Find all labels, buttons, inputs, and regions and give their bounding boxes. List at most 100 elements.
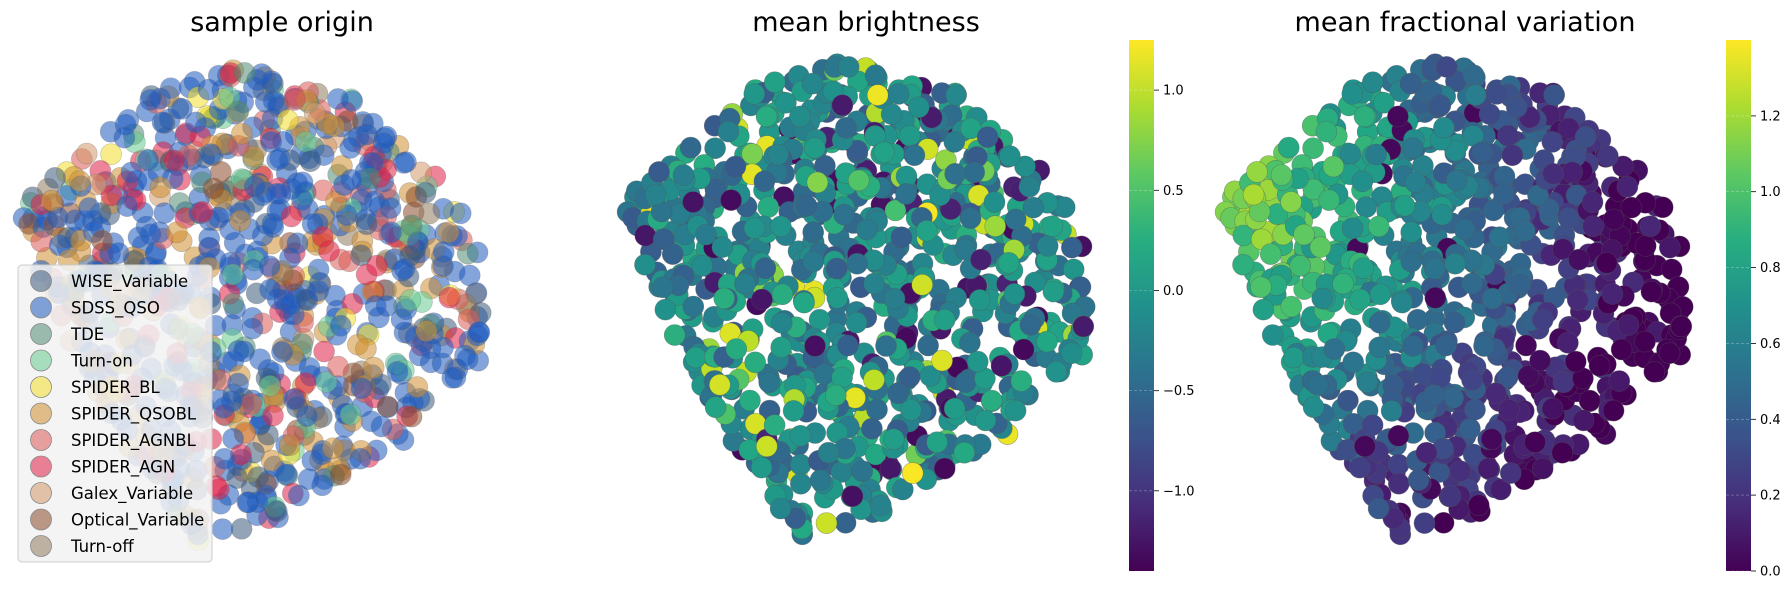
scatter-point	[242, 145, 265, 168]
scatter-point	[260, 70, 283, 93]
scatter-point	[1509, 273, 1531, 296]
scatter-point	[1459, 417, 1481, 440]
legend-label: SPIDER_AGNBL	[71, 431, 197, 451]
scatter-point	[959, 331, 981, 354]
scatter-point	[1501, 144, 1524, 166]
colorbar-tick-label: 0.0	[1760, 565, 1781, 580]
scatter-point	[1493, 183, 1515, 205]
scatter-point	[634, 253, 656, 276]
scatter-point	[1477, 457, 1500, 480]
scatter-point	[695, 223, 717, 246]
scatter-point	[789, 424, 812, 447]
scatter-point	[1400, 250, 1423, 273]
scatter-point	[372, 132, 395, 154]
scatter-point	[1524, 431, 1546, 454]
scatter-point	[275, 463, 298, 486]
scatter-point	[456, 348, 479, 371]
scatter-point	[1391, 291, 1413, 314]
scatter-point	[355, 213, 378, 236]
scatter-point	[1568, 248, 1590, 271]
scatter-point	[380, 221, 403, 244]
scatter-point	[1280, 295, 1303, 318]
scatter-point	[213, 447, 236, 470]
scatter-point	[1531, 308, 1554, 331]
legend-entries: WISE_Variable SDSS_QSO TDE Turn-on SPIDER_BL…	[30, 270, 204, 557]
scatter-point	[408, 344, 431, 367]
scatter-point	[315, 371, 338, 393]
scatter-point	[329, 463, 352, 486]
scatter-point	[1404, 171, 1427, 194]
scatter-point	[758, 371, 781, 394]
scatter-point	[1423, 257, 1446, 280]
scatter-point	[824, 384, 847, 407]
scatter-point	[803, 137, 826, 159]
scatter-point	[846, 252, 868, 275]
scatter-point	[139, 223, 162, 246]
scatter-point	[648, 161, 670, 183]
scatter-point	[340, 168, 363, 191]
scatter-point	[953, 441, 976, 464]
scatter-point	[231, 122, 253, 145]
scatter-point	[1004, 208, 1027, 231]
scatter-point	[847, 169, 870, 192]
scatter-point	[376, 395, 399, 418]
scatter-point	[159, 77, 182, 100]
scatter-point	[1531, 457, 1554, 480]
panel-sample-origin: sample origin WISE_Variable SDSS_QSO TDE Tu…	[12, 7, 492, 563]
scatter-point	[926, 431, 948, 454]
scatter-point	[1574, 126, 1597, 148]
colorbar: 1.0 0.5 0.0 −0.5 −1.0	[1129, 40, 1195, 571]
scatter-point	[1439, 485, 1462, 508]
scatter-point	[257, 423, 279, 446]
scatter-point	[199, 143, 222, 165]
scatter-points	[616, 53, 1096, 546]
legend-marker	[30, 376, 52, 398]
scatter-point	[1019, 314, 1042, 336]
scatter-point	[355, 337, 377, 360]
colorbar-tick-label: 0.0	[1163, 284, 1184, 299]
scatter-point	[734, 272, 756, 295]
scatter-point	[1610, 338, 1633, 361]
scatter-point	[663, 324, 686, 346]
scatter-point	[713, 287, 736, 310]
scatter-point	[755, 435, 778, 458]
scatter-point	[1578, 389, 1601, 412]
scatter-point	[1541, 397, 1564, 420]
scatter-point	[251, 224, 274, 247]
scatter-point	[944, 163, 967, 185]
scatter-point	[1402, 137, 1424, 159]
scatter-point	[837, 334, 859, 357]
scatter-point	[895, 183, 917, 205]
scatter-point	[825, 257, 848, 280]
scatter-point	[418, 202, 441, 225]
colorbar-tick-label: 0.2	[1760, 489, 1781, 504]
scatter-point	[329, 314, 352, 337]
scatter-point	[297, 468, 320, 490]
scatter-point	[954, 371, 977, 394]
colorbar-gradient	[1726, 40, 1751, 571]
scatter-point	[149, 176, 172, 199]
scatter-point	[691, 254, 714, 277]
scatter-point	[400, 405, 423, 428]
scatter-point	[976, 126, 999, 148]
scatter-point	[720, 189, 742, 211]
scatter-point	[1387, 105, 1409, 128]
colorbar-gradient	[1129, 40, 1154, 571]
scatter-point	[999, 145, 1021, 167]
scatter-point	[1449, 460, 1471, 482]
scatter-point	[879, 457, 902, 480]
scatter-point	[241, 317, 264, 340]
scatter-point	[1406, 308, 1429, 331]
scatter-point	[339, 403, 362, 426]
scatter-point	[903, 144, 926, 166]
scatter-point	[708, 373, 731, 396]
scatter-point	[1543, 84, 1565, 106]
scatter-point	[1387, 424, 1410, 447]
scatter-point	[222, 292, 245, 315]
scatter-point	[211, 518, 234, 540]
scatter-point	[197, 78, 220, 101]
scatter-point	[438, 286, 461, 309]
panel-mean-brightness: mean brightness 1.0 0.5 0.0 −0.5 −1.0	[616, 7, 1195, 571]
scatter-point	[185, 111, 207, 134]
scatter-point	[1232, 253, 1254, 276]
